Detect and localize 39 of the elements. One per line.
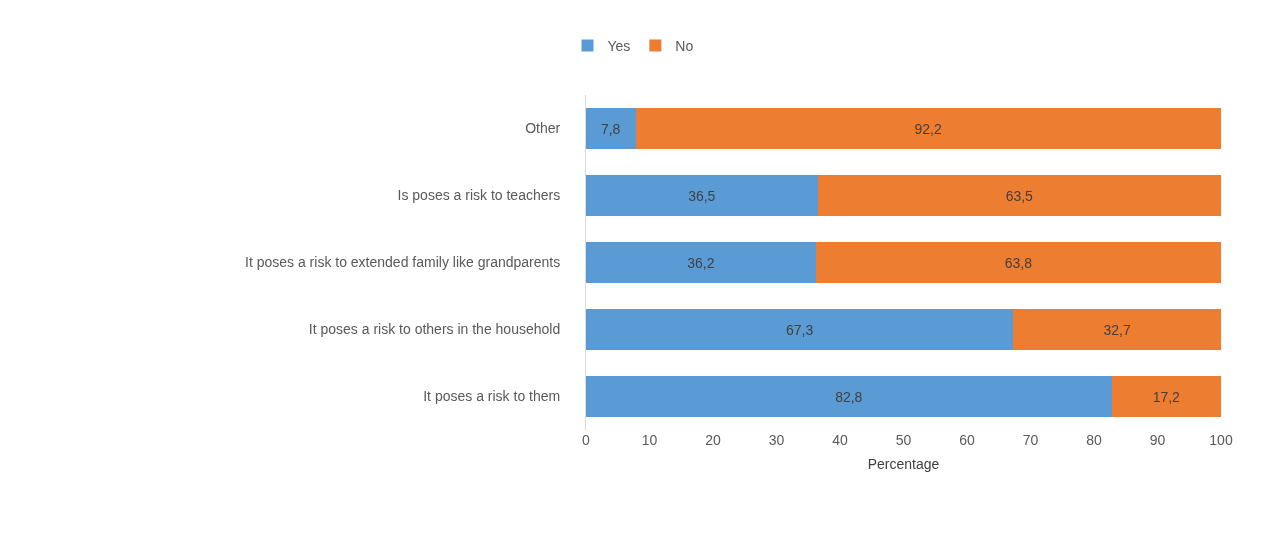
data-label: 36,5 <box>688 187 716 204</box>
x-tick-label: 40 <box>832 432 848 448</box>
data-label: 63,5 <box>1005 187 1034 204</box>
bar <box>635 108 1221 149</box>
data-label: 63,8 <box>1004 254 1033 271</box>
y-tick-label: It poses a risk to others in the household <box>308 321 561 338</box>
y-tick-label: It poses a risk to extended family like grandparents <box>245 254 561 271</box>
data-label: 82,8 <box>835 388 863 405</box>
x-tick-label: 10 <box>641 432 658 448</box>
y-tick-label: Other <box>525 120 561 137</box>
data-label: 32,7 <box>1103 321 1131 338</box>
bar <box>586 108 636 149</box>
bar <box>586 242 816 283</box>
bar <box>586 175 818 216</box>
data-label: 36,2 <box>687 254 715 271</box>
legend-label: No <box>675 38 694 55</box>
x-tick-label: 30 <box>768 432 785 448</box>
x-tick-label: 90 <box>1149 432 1166 448</box>
bar <box>817 175 1221 216</box>
y-tick-label: Is poses a risk to teachers <box>397 187 561 204</box>
x-tick-label: 80 <box>1086 432 1102 448</box>
y-tick-label: It poses a risk to them <box>423 388 561 405</box>
bar <box>1111 376 1221 417</box>
x-tick-label: 60 <box>959 432 975 448</box>
data-label: 67,3 <box>785 321 814 338</box>
bar <box>586 309 1014 350</box>
x-tick-label: 0 <box>582 432 591 448</box>
bar <box>815 242 1221 283</box>
bar <box>586 376 1112 417</box>
x-tick-label: 20 <box>705 432 721 448</box>
x-tick-label: 70 <box>1022 432 1039 448</box>
x-axis-title: Percentage <box>867 456 940 473</box>
x-tick-label: 50 <box>895 432 912 448</box>
data-label: 17,2 <box>1152 388 1181 405</box>
data-label: 7,8 <box>600 120 621 137</box>
legend-label: Yes <box>607 38 631 55</box>
bar <box>1013 309 1221 350</box>
x-tick-label: 100 <box>1209 432 1233 448</box>
data-label: 92,2 <box>914 120 942 137</box>
